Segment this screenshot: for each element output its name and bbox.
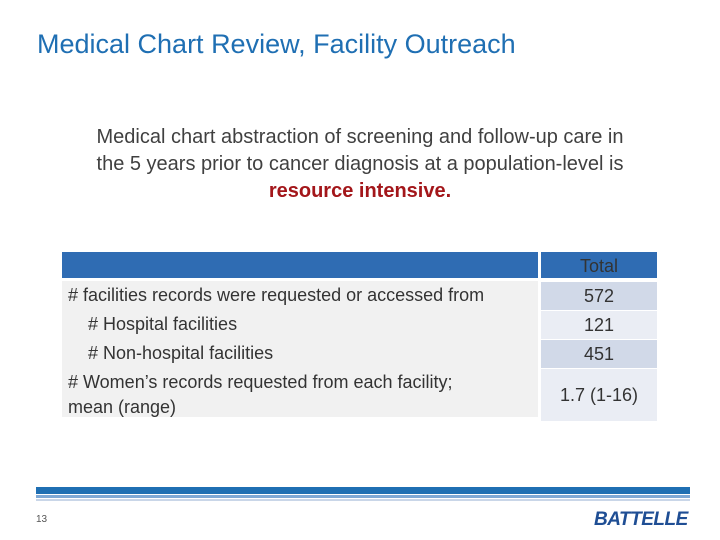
value-facilities: 572 (541, 282, 657, 310)
row-label-facilities: # facilities records were requested or a… (68, 285, 485, 305)
total-column-header: Total (579, 256, 619, 276)
battelle-logo: BATTELLE (594, 509, 688, 530)
footer-stripe-mid (36, 495, 690, 498)
row-label-women-records-1: # Women’s records requested from each fa… (68, 372, 453, 392)
footer-stripe-bottom (36, 499, 690, 501)
intro-line-1: Medical chart abstraction of screening a… (96, 126, 624, 148)
row-label-non-hospital: # Non-hospital facilities (88, 343, 274, 363)
footer-stripe-top (36, 487, 690, 494)
intro-emphasis: resource intensive. (268, 180, 452, 202)
table-header-bar-right (541, 252, 657, 278)
slide-number: 13 (36, 514, 48, 525)
row-label-women-records-2: mean (range) (68, 397, 177, 417)
value-hospital: 121 (541, 311, 657, 339)
table-header-bar-left (62, 252, 538, 278)
intro-line-2: the 5 years prior to cancer diagnosis at… (96, 153, 624, 175)
slide-title: Medical Chart Review, Facility Outreach (37, 29, 516, 59)
row-label-hospital: # Hospital facilities (88, 314, 238, 334)
value-non-hospital: 451 (541, 340, 657, 368)
intro-text: Medical chart abstraction of screening a… (30, 124, 690, 205)
table-label-column (62, 281, 538, 417)
value-women-records: 1.7 (1-16) (541, 369, 657, 421)
